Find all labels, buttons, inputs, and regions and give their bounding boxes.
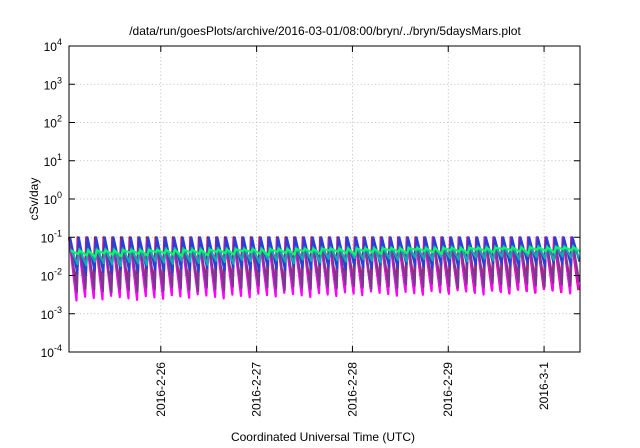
y-tick-label: 102 [44, 114, 62, 131]
y-tick-label-base: 10 [41, 308, 55, 322]
y-tick-label: 101 [44, 152, 62, 169]
y-tick-label-exponent: 3 [57, 75, 62, 85]
y-tick-label-exponent: -3 [54, 305, 62, 315]
y-tick-label-base: 10 [41, 231, 55, 245]
y-tick-label: 10-1 [41, 228, 62, 245]
x-tick-label: 2016-2-28 [345, 362, 359, 417]
data-series [67, 236, 581, 302]
x-tick-label: 2016-2-29 [441, 362, 455, 417]
y-tick-label-base: 10 [41, 270, 55, 284]
y-tick-label-exponent: -2 [54, 267, 62, 277]
x-tick-label: 2016-3-1 [537, 362, 551, 410]
x-tick-label: 2016-2-27 [250, 362, 264, 417]
y-tick-label: 103 [44, 75, 62, 92]
y-tick-label-base: 10 [44, 117, 58, 131]
y-axis-label: cSv/day [27, 178, 41, 221]
y-tick-label-base: 10 [44, 193, 58, 207]
y-tick-label-exponent: 1 [57, 152, 62, 162]
y-tick-label-exponent: 0 [57, 190, 62, 200]
data-series-line [70, 246, 581, 258]
y-tick-label-exponent: 2 [57, 114, 62, 124]
y-tick-label: 100 [44, 190, 62, 207]
y-tick-label-base: 10 [44, 78, 58, 92]
y-tick-label-base: 10 [44, 40, 58, 54]
axis-ticks: 10-410-310-210-11001011021031042016-2-26… [41, 37, 580, 417]
y-tick-label: 10-2 [41, 267, 62, 284]
x-axis-label: Coordinated Universal Time (UTC) [231, 430, 415, 444]
y-tick-label: 104 [44, 37, 62, 54]
y-tick-label: 10-3 [41, 305, 62, 322]
y-tick-label: 10-4 [41, 343, 62, 360]
y-tick-label-exponent: -1 [54, 228, 62, 238]
y-tick-label-base: 10 [41, 346, 55, 360]
y-tick-label-exponent: -4 [54, 343, 62, 353]
x-tick-label: 2016-2-26 [154, 362, 168, 417]
chart-title: /data/run/goesPlots/archive/2016-03-01/0… [129, 24, 521, 38]
y-tick-label-base: 10 [44, 155, 58, 169]
y-tick-label-exponent: 4 [57, 37, 62, 47]
